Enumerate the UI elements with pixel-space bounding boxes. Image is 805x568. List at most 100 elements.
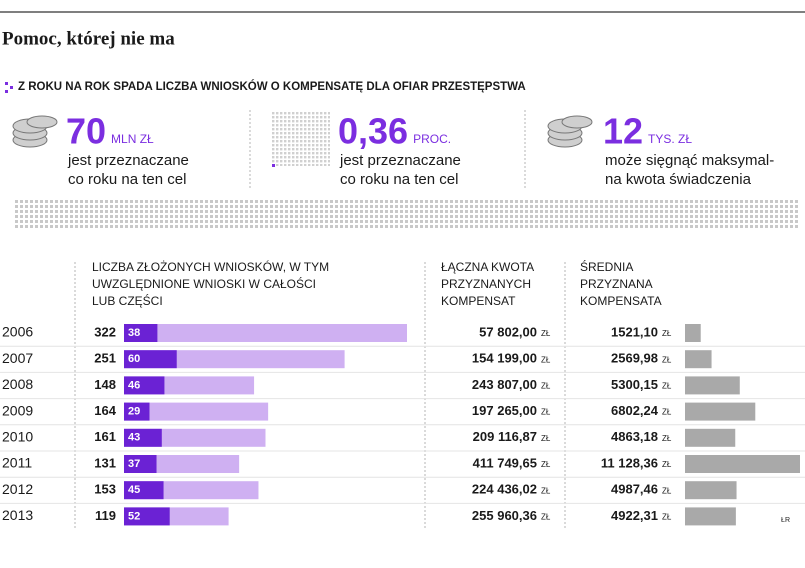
average-amount: 4863,18 [611, 429, 658, 444]
average-bar [685, 402, 756, 421]
subtitle-icon [5, 82, 13, 93]
total-amount: 224 436,02 [472, 482, 537, 497]
currency: ZŁ [662, 513, 672, 522]
currency: ZŁ [541, 329, 551, 338]
currency: ZŁ [541, 434, 551, 443]
average-bar [685, 324, 701, 342]
average-amount: 11 128,36 [601, 455, 658, 470]
currency: ZŁ [662, 329, 672, 338]
coins-icon [12, 115, 58, 148]
accepted-label: 45 [128, 484, 140, 496]
average-bar [685, 455, 800, 473]
fact-text: co roku na ten cel [340, 171, 458, 188]
applications-label: 153 [94, 482, 116, 497]
column-header: UWZGLĘDNIONE WNIOSKI W CAŁOŚCI [92, 276, 316, 291]
total-amount: 255 960,36 [472, 508, 537, 523]
accepted-bar [124, 376, 165, 395]
fact-text: co roku na ten cel [68, 171, 186, 188]
year-label: 2011 [2, 455, 32, 471]
total-amount: 57 802,00 [479, 324, 537, 339]
total-amount: 209 116,87 [473, 429, 537, 444]
fact-unit: PROC. [413, 132, 451, 146]
year-label: 2012 [2, 481, 33, 497]
accepted-label: 38 [128, 327, 140, 339]
column-header: ŚREDNIA [580, 259, 633, 274]
coins-icon [547, 115, 593, 148]
total-amount: 197 265,00 [472, 403, 537, 418]
accepted-bar [124, 428, 162, 447]
applications-label: 251 [94, 351, 116, 366]
currency: ZŁ [662, 460, 672, 469]
average-amount: 1521,10 [611, 324, 658, 339]
accepted-label: 52 [128, 510, 140, 522]
average-amount: 5300,15 [611, 377, 658, 392]
accepted-label: 29 [128, 406, 140, 418]
total-amount: 154 199,00 [472, 351, 537, 366]
currency: ZŁ [662, 382, 672, 391]
accepted-bar [124, 402, 150, 421]
column-header: ŁĄCZNA KWOTA [441, 260, 534, 274]
fact-text: jest przeznaczane [67, 152, 189, 169]
currency: ZŁ [662, 408, 672, 417]
year-label: 2010 [2, 429, 33, 445]
subtitle: Z ROKU NA ROK SPADA LICZBA WNIOSKÓW O KO… [18, 80, 526, 93]
average-bar [685, 350, 712, 369]
fact-text: jest przeznaczane [339, 152, 461, 169]
average-bar [685, 507, 736, 526]
fact-text: może sięgnąć maksymal- [605, 152, 774, 169]
column-header: LICZBA ZŁOŻONYCH WNIOSKÓW, W TYM [92, 259, 329, 274]
year-label: 2009 [2, 402, 33, 418]
column-header: KOMPENSATA [580, 294, 662, 308]
average-bar [685, 376, 740, 395]
fact-unit: TYS. ZŁ [648, 132, 692, 146]
currency: ZŁ [662, 486, 672, 495]
column-header: KOMPENSAT [441, 294, 516, 308]
currency: ZŁ [541, 355, 551, 364]
applications-label: 164 [94, 403, 116, 418]
column-header: LUB CZĘŚCI [92, 293, 163, 308]
accepted-label: 46 [128, 379, 140, 391]
total-amount: 411 749,65 [473, 455, 537, 470]
fact-value: 0,36 [338, 111, 408, 152]
title: Pomoc, której nie ma [2, 28, 175, 49]
currency: ZŁ [541, 486, 551, 495]
year-label: 2006 [2, 324, 33, 340]
average-bar [685, 428, 736, 447]
accepted-bar [124, 455, 157, 473]
applications-bar [124, 350, 345, 369]
average-amount: 4922,31 [611, 508, 658, 523]
accepted-bar [124, 350, 177, 369]
currency: ZŁ [541, 513, 551, 522]
average-bar [685, 481, 737, 500]
year-label: 2013 [2, 507, 33, 523]
dotted-band [14, 200, 800, 228]
column-header: PRZYZNANYCH [441, 277, 531, 291]
year-label: 2008 [2, 376, 33, 392]
column-header: PRZYZNANA [580, 277, 653, 291]
fact-value: 70 [66, 111, 106, 152]
accepted-bar [124, 324, 158, 342]
average-amount: 4987,46 [611, 482, 658, 497]
applications-bar [124, 402, 269, 421]
accepted-label: 37 [128, 458, 140, 470]
percent-grid-icon [272, 112, 330, 166]
average-amount: 2569,98 [611, 351, 658, 366]
currency: ZŁ [541, 382, 551, 391]
applications-label: 131 [94, 455, 116, 470]
currency: ZŁ [662, 434, 672, 443]
source: ŁR [781, 517, 790, 524]
applications-label: 148 [94, 377, 116, 392]
accepted-label: 60 [128, 353, 140, 365]
currency: ZŁ [541, 460, 551, 469]
currency: ZŁ [541, 408, 551, 417]
total-amount: 243 807,00 [472, 377, 537, 392]
applications-label: 322 [94, 324, 116, 339]
fact-unit: MLN ZŁ [111, 132, 154, 146]
percent-grid-mark [272, 164, 275, 167]
accepted-label: 43 [128, 432, 140, 444]
applications-bar [124, 324, 407, 342]
accepted-bar [124, 507, 170, 526]
applications-label: 119 [95, 508, 116, 523]
year-label: 2007 [2, 350, 33, 366]
